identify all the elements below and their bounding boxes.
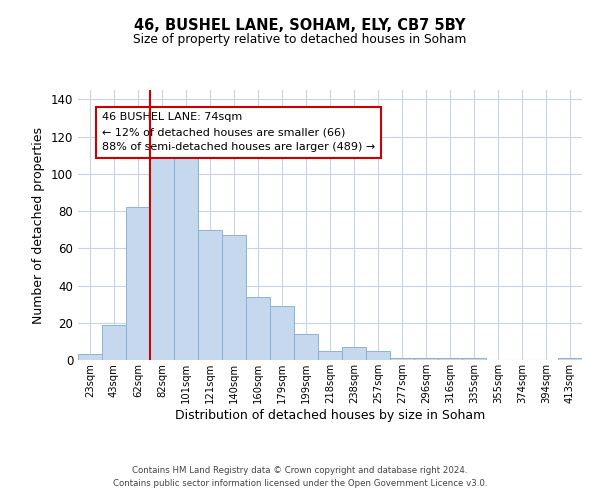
- Y-axis label: Number of detached properties: Number of detached properties: [32, 126, 45, 324]
- Bar: [390, 358, 414, 360]
- Bar: [198, 230, 222, 360]
- Bar: [294, 334, 318, 360]
- Text: Contains HM Land Registry data © Crown copyright and database right 2024.
Contai: Contains HM Land Registry data © Crown c…: [113, 466, 487, 487]
- Text: Size of property relative to detached houses in Soham: Size of property relative to detached ho…: [133, 32, 467, 46]
- Bar: [366, 350, 390, 360]
- Bar: [462, 358, 486, 360]
- Bar: [78, 354, 102, 360]
- Bar: [342, 347, 366, 360]
- Bar: [318, 350, 342, 360]
- Bar: [102, 324, 126, 360]
- Bar: [270, 306, 294, 360]
- Bar: [126, 208, 150, 360]
- Bar: [414, 358, 438, 360]
- Text: 46, BUSHEL LANE, SOHAM, ELY, CB7 5BY: 46, BUSHEL LANE, SOHAM, ELY, CB7 5BY: [134, 18, 466, 32]
- Bar: [150, 155, 174, 360]
- Bar: [558, 358, 582, 360]
- Bar: [174, 148, 198, 360]
- X-axis label: Distribution of detached houses by size in Soham: Distribution of detached houses by size …: [175, 408, 485, 422]
- Text: 46 BUSHEL LANE: 74sqm
← 12% of detached houses are smaller (66)
88% of semi-deta: 46 BUSHEL LANE: 74sqm ← 12% of detached …: [102, 112, 375, 152]
- Bar: [246, 296, 270, 360]
- Bar: [222, 235, 246, 360]
- Bar: [438, 358, 462, 360]
